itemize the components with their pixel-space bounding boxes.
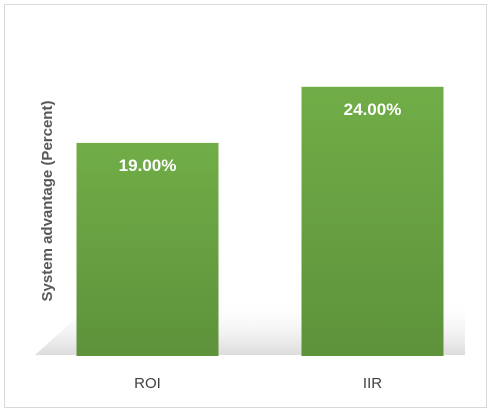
bar-chart: 19.00% 24.00% ROI IIR System advantage (Pe… <box>35 86 465 392</box>
y-axis-label: System advantage (Percent) <box>39 101 56 302</box>
bar-roi <box>76 142 219 356</box>
chart-area: 19.00% 24.00% ROI IIR System advantage (Pe… <box>4 4 487 408</box>
data-label-iir: 24.00% <box>344 100 402 119</box>
data-label-roi: 19.00% <box>119 156 177 175</box>
x-tick-label-roi: ROI <box>134 375 161 392</box>
x-tick-label-iir: IIR <box>363 375 382 392</box>
bar-iir <box>301 86 444 356</box>
